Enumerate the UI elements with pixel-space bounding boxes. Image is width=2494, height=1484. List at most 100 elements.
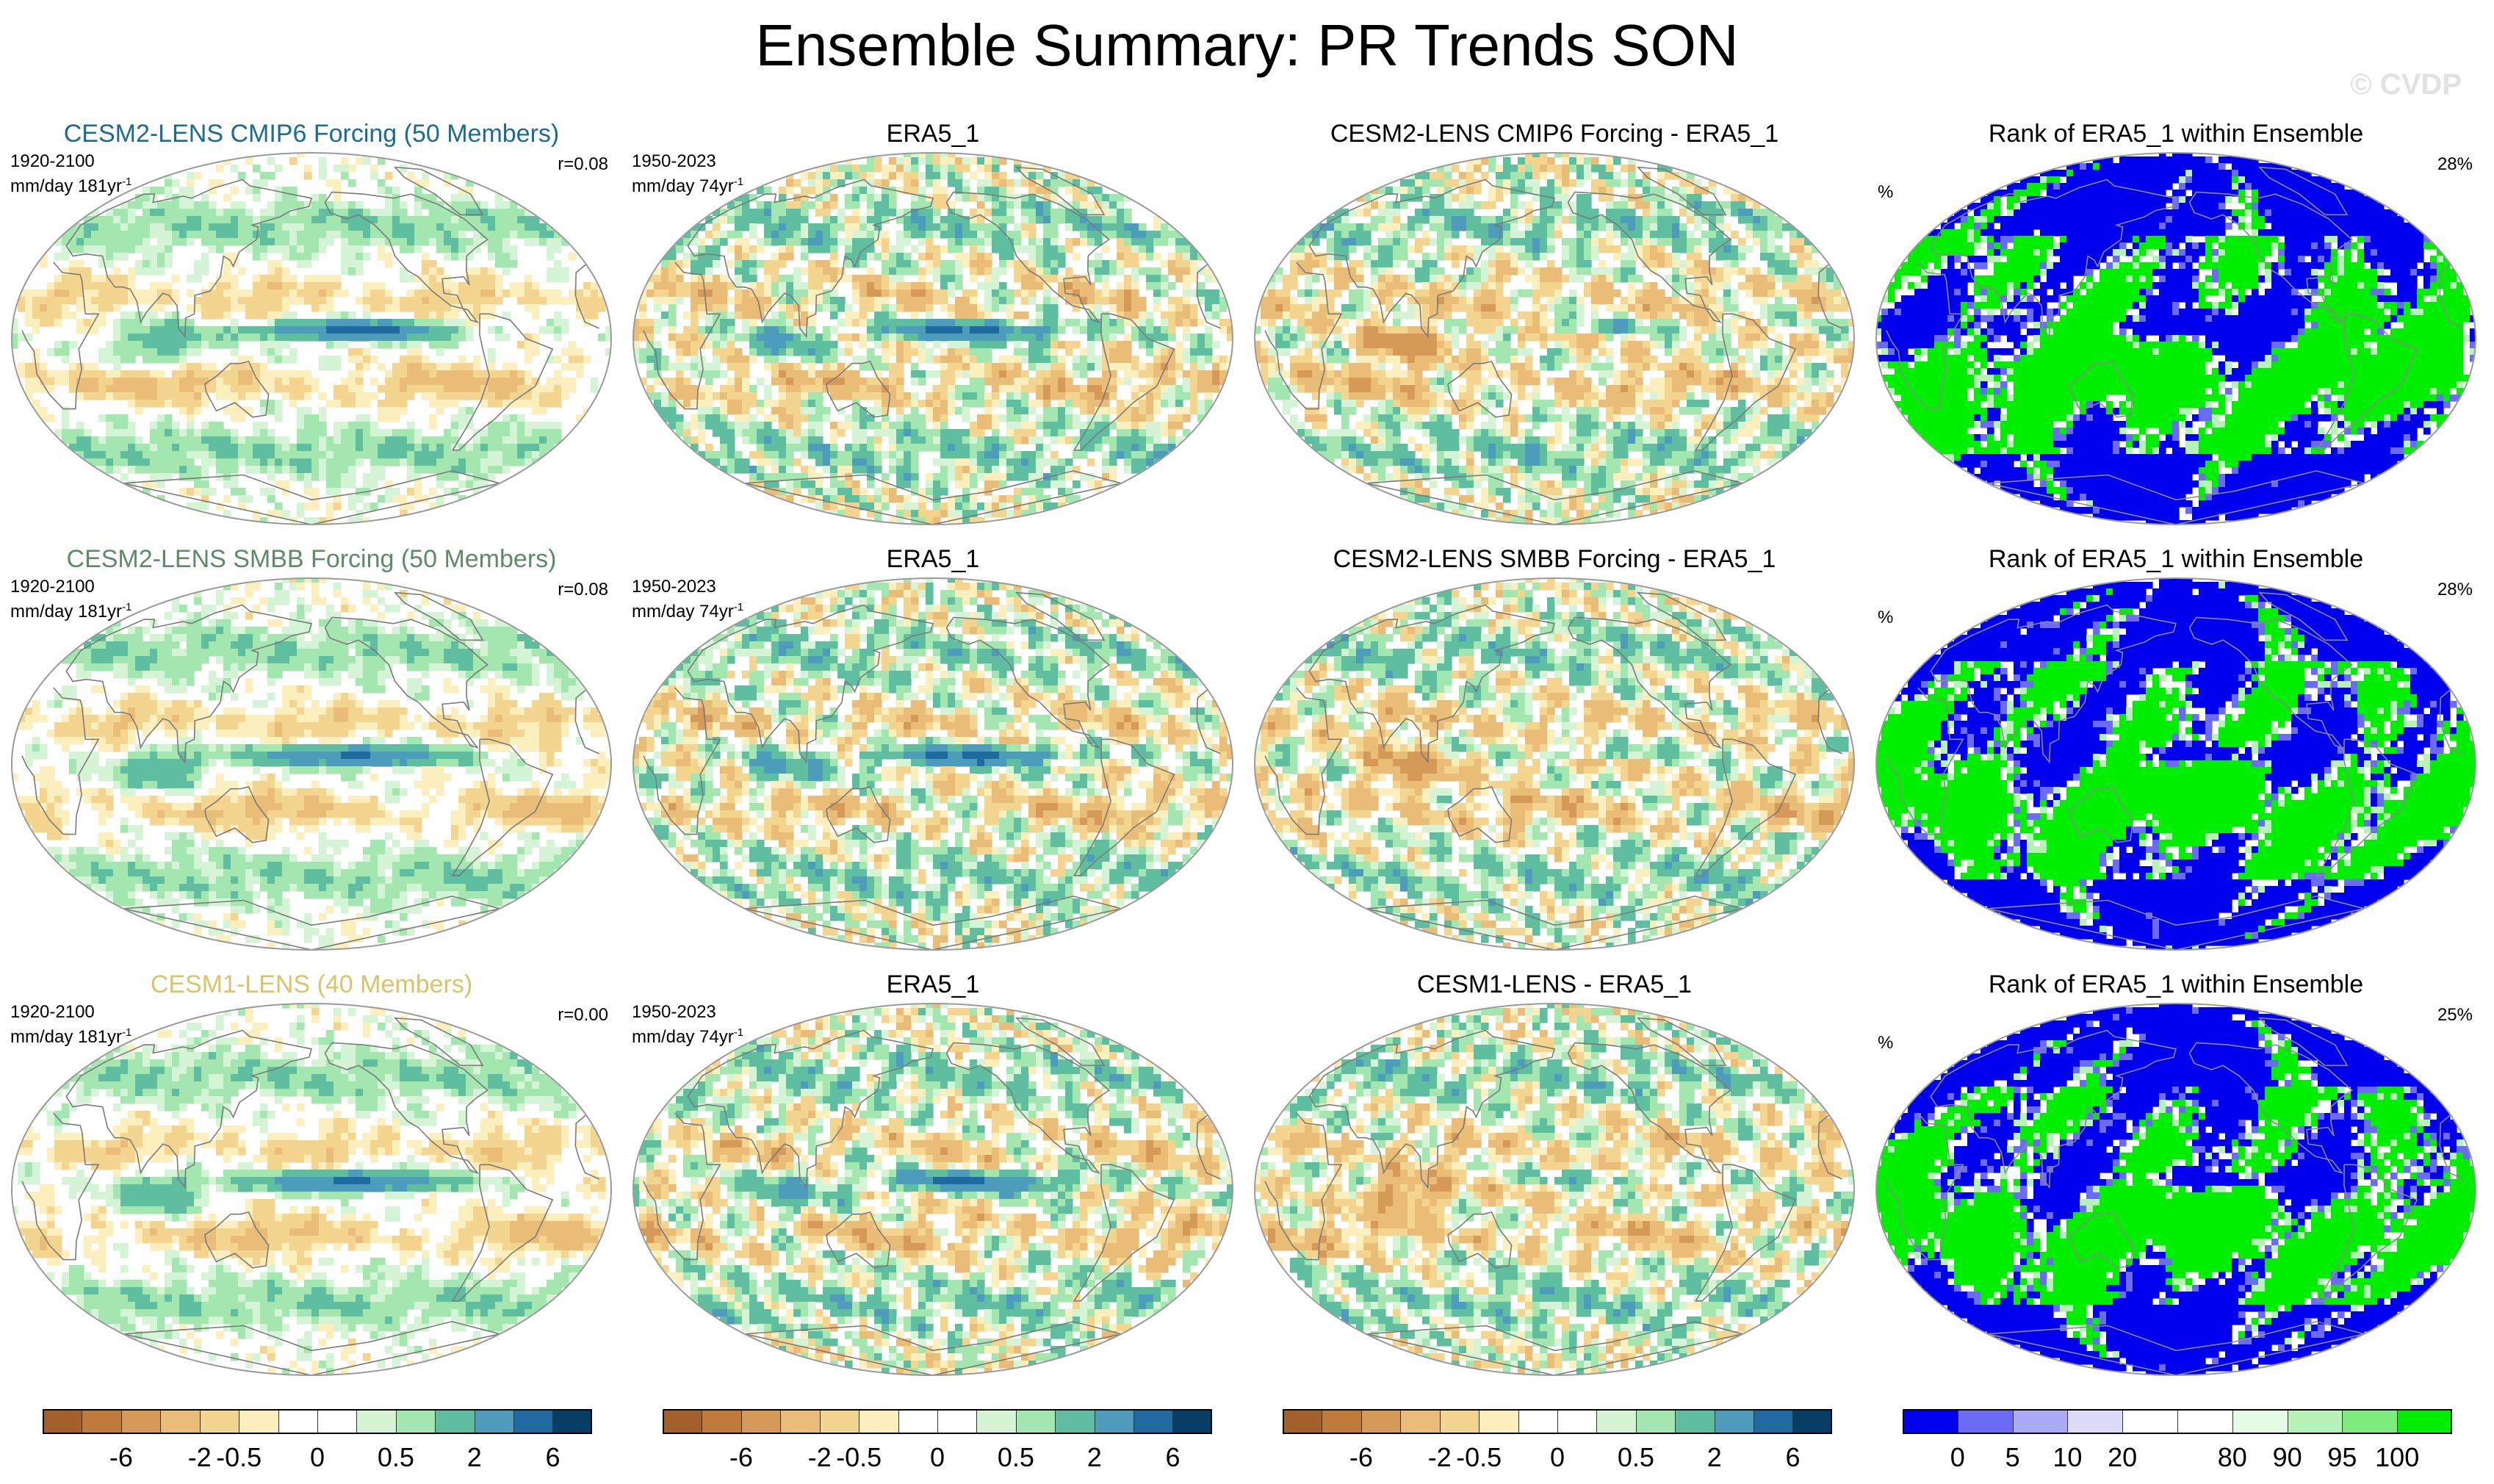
colorbar-swatch: [1322, 1409, 1360, 1434]
colorbar-swatch: [2288, 1409, 2343, 1434]
units-text: mm/day 74yr: [632, 176, 734, 196]
panel-model-row-1: CESM2-LENS CMIP6 Forcing (50 Members) 192…: [10, 118, 613, 529]
panel-diff-row-1: CESM2-LENS CMIP6 Forcing - ERA5_1: [1253, 118, 1856, 529]
colorbar-swatch: [2232, 1409, 2288, 1434]
panel-diff-row-2: CESM2-LENS SMBB Forcing - ERA5_1: [1253, 543, 1856, 954]
colorbar-tick-label: 90: [2273, 1441, 2302, 1474]
colorbar-tick-label: -6: [109, 1441, 133, 1474]
colorbar-tick-label: -2: [1428, 1441, 1452, 1474]
panel-title: CESM2-LENS CMIP6 Forcing - ERA5_1: [1253, 118, 1856, 150]
colorbar-swatch: [200, 1409, 239, 1434]
panel-obs-row-2: ERA5_1 1950-2023 mm/day 74yr-1: [632, 543, 1234, 954]
colorbar-tick-label: 0: [310, 1441, 325, 1474]
rank-percent: 28%: [2437, 580, 2473, 600]
rank-percent: 28%: [2437, 154, 2473, 175]
colorbar-swatch: [2342, 1409, 2397, 1434]
units-exponent: -1: [734, 1026, 743, 1039]
colorbar-swatch: [1134, 1409, 1172, 1434]
colorbar-swatch: [2013, 1409, 2068, 1434]
colorbar-tick-label: 6: [1166, 1441, 1181, 1474]
colorbar-tick-label: 2: [1707, 1441, 1722, 1474]
colorbar-swatch: [1400, 1409, 1439, 1434]
colorbar-swatch: [741, 1409, 780, 1434]
period-label: 1950-2023: [632, 1002, 716, 1023]
colorbar-tick-label: -0.5: [1456, 1441, 1502, 1474]
period-label: 1950-2023: [632, 151, 716, 172]
panel-title: ERA5_1: [632, 118, 1234, 150]
colorbar-tick-label: -0.5: [216, 1441, 262, 1474]
pattern-correlation: r=0.08: [558, 580, 608, 600]
colorbar-tick-label: -0.5: [836, 1441, 882, 1474]
colorbar-swatch: [1440, 1409, 1479, 1434]
rank-percent: 25%: [2437, 1005, 2473, 1026]
rank-map: [1875, 1001, 2477, 1378]
colorbar-swatch: [435, 1409, 474, 1434]
colorbar-tick-label: 0: [1550, 1441, 1565, 1474]
colorbar-swatch: [1095, 1409, 1134, 1434]
colorbar-swatch: [396, 1409, 435, 1434]
colorbar-swatch: [2397, 1409, 2452, 1434]
colorbar-swatch: [1016, 1409, 1055, 1434]
panel-diff-row-3: CESM1-LENS - ERA5_1: [1253, 968, 1856, 1380]
rank-unit-label: %: [1878, 608, 1893, 628]
colorbar-tick-label: 2: [467, 1441, 482, 1474]
colorbar-swatch: [1361, 1409, 1400, 1434]
colorbar-swatch: [820, 1409, 859, 1434]
panel-title: Rank of ERA5_1 within Ensemble: [1875, 543, 2477, 575]
panel-title: CESM2-LENS SMBB Forcing (50 Members): [10, 543, 613, 575]
units-exponent: -1: [122, 176, 131, 188]
rank-map: [1875, 150, 2477, 527]
colorbar-swatch: [278, 1409, 317, 1434]
colorbar-tick-label: 0.5: [998, 1441, 1034, 1474]
panel-title: CESM2-LENS CMIP6 Forcing (50 Members): [10, 118, 613, 150]
colorbar-swatch: [1283, 1409, 1322, 1434]
panel-obs-row-1: ERA5_1 1950-2023 mm/day 74yr-1: [632, 118, 1234, 529]
panel-title: CESM2-LENS SMBB Forcing - ERA5_1: [1253, 543, 1856, 575]
units-label: mm/day 181yr-1: [10, 172, 131, 197]
colorbar-swatch: [1715, 1409, 1754, 1434]
colorbar-swatch: [1479, 1409, 1518, 1434]
page-title: Ensemble Summary: PR Trends SON: [0, 9, 2494, 82]
colorbar-swatch: [976, 1409, 1015, 1434]
units-label: mm/day 181yr-1: [10, 1023, 131, 1048]
units-label: mm/day 74yr-1: [632, 1023, 743, 1048]
colorbar-swatch: [43, 1409, 82, 1434]
units-text: mm/day 181yr: [10, 1027, 122, 1047]
period-label: 1920-2100: [10, 1002, 95, 1023]
panel-rank-row-2: Rank of ERA5_1 within Ensemble% 28%: [1875, 543, 2477, 954]
colorbar-tick-label: 0: [930, 1441, 945, 1474]
colorbar-swatch: [663, 1409, 702, 1434]
colorbar-tick-label: 0.5: [1618, 1441, 1654, 1474]
colorbar-tick-label: -6: [1349, 1441, 1373, 1474]
trend-map: [10, 1001, 613, 1378]
units-exponent: -1: [122, 601, 131, 613]
panel-title: Rank of ERA5_1 within Ensemble: [1875, 968, 2477, 1001]
panel-model-row-3: CESM1-LENS (40 Members) 1920-2100 mm/day 1…: [10, 968, 613, 1380]
trend-map: [1253, 1001, 1856, 1378]
trend-map: [1253, 150, 1856, 527]
units-text: mm/day 181yr: [10, 176, 122, 196]
colorbar-tick-label: 5: [2005, 1441, 2020, 1474]
period-label: 1950-2023: [632, 577, 716, 597]
trend-map: [1253, 575, 1856, 953]
colorbar-swatch: [898, 1409, 937, 1434]
trend-colorbar-2: -6 -2 -0.5 0 0.5 2 6: [663, 1409, 1212, 1483]
colorbar-swatch: [1636, 1409, 1675, 1434]
units-exponent: -1: [122, 1026, 131, 1039]
colorbar-swatch: [2067, 1409, 2122, 1434]
colorbar-tick-label: 6: [1786, 1441, 1801, 1474]
period-label: 1920-2100: [10, 577, 95, 597]
pattern-correlation: r=0.08: [558, 154, 608, 175]
colorbar-swatch: [702, 1409, 740, 1434]
colorbar-swatch: [1754, 1409, 1792, 1434]
panel-title: CESM1-LENS - ERA5_1: [1253, 968, 1856, 1001]
colorbar-swatch: [1792, 1409, 1831, 1434]
colorbar-swatch: [2177, 1409, 2232, 1434]
colorbar-tick-label: 100: [2375, 1441, 2419, 1474]
units-label: mm/day 74yr-1: [632, 597, 743, 622]
colorbar-swatch: [239, 1409, 278, 1434]
colorbar-tick-label: 0: [1950, 1441, 1965, 1474]
watermark: © CVDP: [2350, 66, 2462, 103]
colorbar-tick-label: 0.5: [378, 1441, 414, 1474]
colorbar-tick-label: -2: [808, 1441, 832, 1474]
